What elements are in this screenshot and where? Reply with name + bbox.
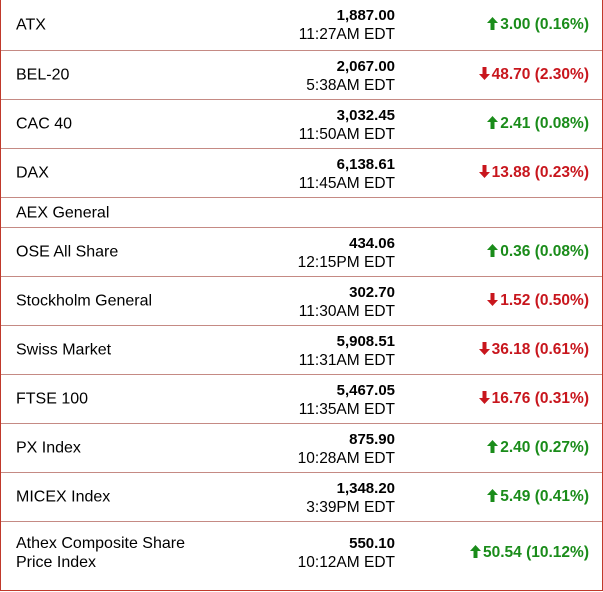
index-name-link[interactable]: BEL-20 [16, 66, 70, 84]
index-price: 1,348.20 3:39PM EDT [306, 479, 395, 517]
index-timestamp: 3:39PM EDT [306, 499, 395, 516]
index-change: 2.41 (0.08%) [487, 115, 589, 133]
index-name-link[interactable]: FTSE 100 [16, 390, 89, 408]
index-price: 434.06 12:15PM EDT [298, 234, 395, 272]
index-value: 5,908.51 [336, 333, 395, 350]
index-row[interactable]: Swiss Market 5,908.51 11:31AM EDT 36.18 (0.… [1, 326, 602, 375]
arrow-up-icon [470, 545, 481, 558]
index-price: 302.70 11:30AM EDT [299, 283, 395, 321]
index-value: 302.70 [349, 284, 395, 301]
index-timestamp: 10:28AM EDT [297, 450, 395, 467]
index-timestamp: 11:35AM EDT [298, 401, 395, 418]
index-row[interactable]: Stockholm General 302.70 11:30AM EDT 1.52 (… [1, 277, 602, 326]
index-change-text: 13.88 (0.23%) [491, 164, 589, 181]
index-price: 550.10 10:12AM EDT [298, 534, 395, 572]
index-row[interactable]: OSE All Share 434.06 12:15PM EDT 0.36 (0.08… [1, 228, 602, 277]
arrow-up-icon [487, 17, 499, 30]
index-timestamp: 5:38AM EDT [306, 77, 395, 94]
index-value: 6,138.61 [336, 156, 395, 173]
index-name-link[interactable]: MICEX Index [16, 488, 111, 506]
arrow-up-icon [487, 440, 499, 453]
index-change: 1.52 (0.50%) [487, 292, 589, 310]
index-change: 0.36 (0.08%) [487, 243, 589, 261]
index-change: 48.70 (2.30%) [478, 66, 589, 84]
index-name-link[interactable]: Athex Composite Share Price Index [16, 535, 185, 571]
index-change: 50.54 (10.12%) [470, 544, 589, 562]
index-change-text: 36.18 (0.61%) [491, 341, 589, 358]
arrow-up-icon [487, 244, 499, 257]
index-name-link[interactable]: AEX General [16, 204, 110, 222]
index-change-text: 16.76 (0.31%) [491, 390, 589, 407]
arrow-down-icon [478, 165, 490, 178]
index-row[interactable]: AEX General [1, 198, 602, 228]
index-name-link[interactable]: Stockholm General [16, 292, 153, 310]
index-change-text: 1.52 (0.50%) [500, 292, 589, 309]
index-change-text: 3.00 (0.16%) [500, 16, 589, 33]
index-name-link[interactable]: Swiss Market [16, 341, 112, 359]
index-value: 875.90 [349, 431, 395, 448]
index-timestamp: 11:30AM EDT [298, 303, 395, 320]
index-value: 550.10 [349, 535, 395, 552]
index-row[interactable]: Athex Composite Share Price Index 550.10 1… [1, 522, 602, 584]
index-row[interactable]: PX Index 875.90 10:28AM EDT 2.40 (0.27%) [1, 424, 602, 473]
index-change: 2.40 (0.27%) [487, 439, 589, 457]
index-price: 1,887.00 11:27AM EDT [299, 6, 395, 44]
index-timestamp: 11:27AM EDT [298, 26, 395, 43]
index-change-text: 5.49 (0.41%) [500, 488, 589, 505]
index-row[interactable]: CAC 40 3,032.45 11:50AM EDT 2.41 (0.08%) [1, 100, 602, 149]
index-change: 16.76 (0.31%) [478, 390, 589, 408]
index-change-text: 2.40 (0.27%) [500, 439, 589, 456]
index-timestamp: 12:15PM EDT [297, 254, 395, 271]
index-name-link[interactable]: PX Index [16, 439, 81, 457]
index-change-text: 0.36 (0.08%) [500, 243, 589, 260]
index-change: 13.88 (0.23%) [478, 164, 589, 182]
index-name-link[interactable]: ATX [16, 16, 46, 34]
index-timestamp: 11:45AM EDT [298, 175, 395, 192]
index-name-link[interactable]: OSE All Share [16, 243, 119, 261]
index-value: 2,067.00 [336, 58, 395, 75]
index-timestamp: 10:12AM EDT [297, 554, 395, 571]
index-value: 1,887.00 [336, 7, 395, 24]
index-price: 875.90 10:28AM EDT [298, 430, 395, 468]
index-change: 5.49 (0.41%) [487, 488, 589, 506]
index-price: 5,908.51 11:31AM EDT [299, 332, 395, 370]
index-price: 2,067.00 5:38AM EDT [306, 57, 395, 95]
index-row[interactable]: DAX 6,138.61 11:45AM EDT 13.88 (0.23%) [1, 149, 602, 198]
index-price: 3,032.45 11:50AM EDT [299, 106, 395, 144]
index-change-text: 2.41 (0.08%) [500, 115, 589, 132]
index-row[interactable]: FTSE 100 5,467.05 11:35AM EDT 16.76 (0.31%) [1, 375, 602, 424]
index-change: 3.00 (0.16%) [487, 16, 589, 34]
index-change-text: 48.70 (2.30%) [491, 66, 589, 83]
index-row[interactable]: MICEX Index 1,348.20 3:39PM EDT 5.49 (0.41%… [1, 473, 602, 522]
arrow-up-icon [487, 116, 499, 129]
index-value: 1,348.20 [336, 480, 395, 497]
index-value: 3,032.45 [336, 107, 395, 124]
arrow-down-icon [478, 391, 490, 404]
index-row[interactable]: ATX 1,887.00 11:27AM EDT 3.00 (0.16%) [1, 0, 602, 51]
index-name-link[interactable]: DAX [16, 164, 49, 182]
index-row[interactable]: BEL-20 2,067.00 5:38AM EDT 48.70 (2.30%) [1, 51, 602, 100]
arrow-down-icon [478, 342, 490, 355]
arrow-down-icon [478, 67, 490, 80]
index-change: 36.18 (0.61%) [478, 341, 589, 359]
index-price: 5,467.05 11:35AM EDT [299, 381, 395, 419]
index-name-link[interactable]: CAC 40 [16, 115, 73, 133]
arrow-up-icon [487, 489, 499, 502]
index-price: 6,138.61 11:45AM EDT [299, 155, 395, 193]
index-timestamp: 11:50AM EDT [298, 126, 395, 143]
index-change-text: 50.54 (10.12%) [483, 544, 589, 561]
index-value: 434.06 [349, 235, 395, 252]
arrow-down-icon [487, 293, 499, 306]
index-timestamp: 11:31AM EDT [298, 352, 395, 369]
index-value: 5,467.05 [336, 382, 395, 399]
